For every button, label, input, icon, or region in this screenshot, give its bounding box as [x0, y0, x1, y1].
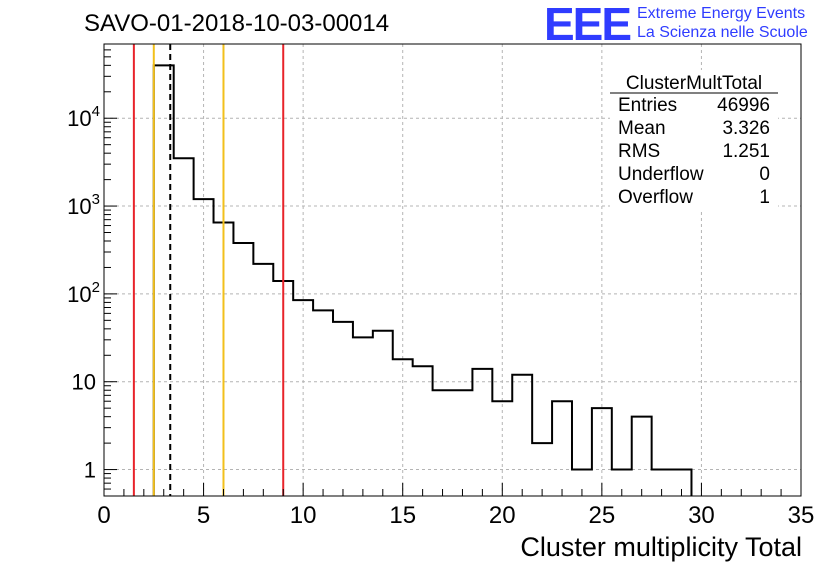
x-tick-label: 0	[97, 502, 110, 529]
x-tick-label: 35	[788, 502, 815, 529]
stats-value: 1.251	[722, 141, 770, 162]
y-tick-label: 1	[84, 458, 96, 483]
stats-label: Overflow	[618, 187, 693, 208]
stats-value: 0	[759, 164, 770, 185]
stats-value: 3.326	[722, 118, 770, 139]
run-title: SAVO-01-2018-10-03-00014	[84, 10, 390, 37]
eee-logo: EEE	[544, 0, 632, 50]
y-tick-label: 103	[67, 191, 100, 219]
x-tick-label: 20	[489, 502, 516, 529]
x-tick-label: 10	[290, 502, 317, 529]
stats-value: 46996	[717, 95, 770, 116]
stats-label: RMS	[618, 141, 660, 162]
plot-frame	[103, 43, 802, 497]
x-tick-label: 30	[688, 502, 715, 529]
x-axis-label: Cluster multiplicity Total	[520, 532, 802, 562]
stats-name: ClusterMultTotal	[626, 73, 762, 94]
y-tick-label: 104	[67, 103, 100, 131]
stats-label: Mean	[618, 118, 666, 139]
logo-line-2: La Scienza nelle Scuole	[637, 24, 808, 41]
logo-line-1: Extreme Energy Events	[637, 5, 806, 22]
y-tick-label: 102	[67, 279, 100, 307]
y-tick-label: 10	[72, 370, 96, 395]
x-tick-label: 25	[589, 502, 616, 529]
x-tick-label: 5	[197, 502, 210, 529]
x-tick-label: 15	[389, 502, 416, 529]
stats-value: 1	[759, 187, 770, 208]
stats-label: Underflow	[618, 164, 704, 185]
histogram-outline	[152, 64, 693, 496]
stats-label: Entries	[618, 95, 677, 116]
